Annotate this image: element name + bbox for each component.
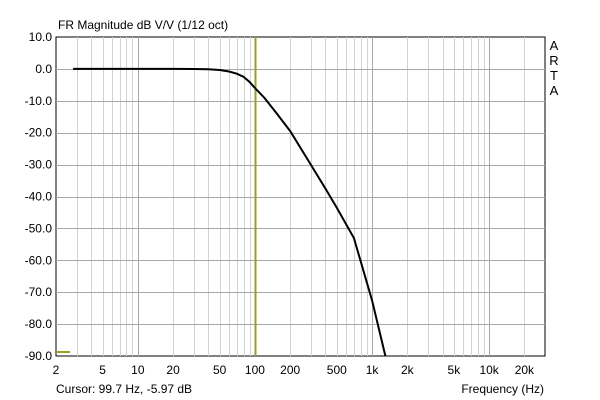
x-axis-label: Frequency (Hz) — [461, 382, 544, 396]
chart-title: FR Magnitude dB V/V (1/12 oct) — [58, 18, 229, 32]
series-line — [73, 67, 387, 357]
y-tick-label: -90.0 — [25, 349, 53, 363]
y-tick-label: -80.0 — [25, 317, 53, 331]
cursor-readout: Cursor: 99.7 Hz, -5.97 dB — [56, 382, 193, 396]
x-tick-label: 2 — [53, 363, 60, 377]
y-tick-labels: 10.0 0.0 -10.0 -20.0 -30.0 -40.0 -50.0 -60.0 -70… — [25, 30, 53, 363]
x-tick-label: 1k — [366, 363, 380, 377]
grid-lines — [56, 37, 545, 356]
x-tick-label: 500 — [327, 363, 347, 377]
y-tick-label: -20.0 — [25, 126, 53, 140]
y-tick-label: -70.0 — [25, 285, 53, 299]
x-tick-label: 5k — [448, 363, 462, 377]
x-tick-label: 20 — [166, 363, 180, 377]
y-tick-label: -30.0 — [25, 158, 53, 172]
y-tick-label: 10.0 — [29, 30, 53, 44]
y-tick-label: -10.0 — [25, 94, 53, 108]
x-tick-label: 100 — [245, 363, 265, 377]
x-tick-label: 10 — [131, 363, 145, 377]
x-tick-label: 10k — [479, 363, 499, 377]
y-tick-label: 0.0 — [35, 62, 52, 76]
x-tick-label: 200 — [280, 363, 300, 377]
y-tick-label: -60.0 — [25, 253, 53, 267]
x-tick-label: 50 — [213, 363, 227, 377]
x-tick-label: 20k — [515, 363, 535, 377]
x-tick-label: 5 — [99, 363, 106, 377]
y-tick-label: -50.0 — [25, 221, 53, 235]
x-tick-labels: 2 5 10 20 50 100 200 500 1k 2k 5k 10k 20k — [53, 363, 535, 377]
x-tick-label: 2k — [401, 363, 415, 377]
y-tick-label: -40.0 — [25, 190, 53, 204]
